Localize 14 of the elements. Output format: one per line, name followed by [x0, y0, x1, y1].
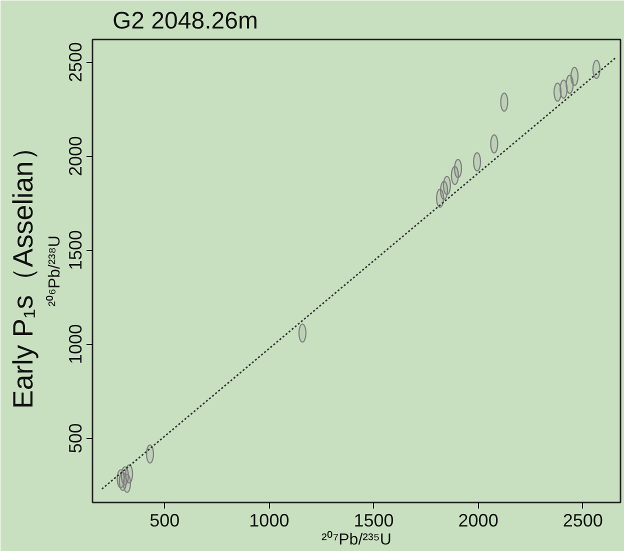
- y-tick-label: 2500: [66, 42, 86, 82]
- x-tick-label: 1500: [354, 510, 394, 530]
- text: Early P₁s（Asselian）: [8, 133, 38, 409]
- x-tick-label: 2500: [562, 510, 603, 530]
- y-tick-label: 1500: [66, 230, 86, 270]
- y-tick-label: 1000: [66, 324, 86, 364]
- chart-title: G2 2048.26m: [112, 8, 258, 34]
- y-tick-label: 500: [66, 423, 86, 454]
- x-tick-label: 1000: [249, 510, 290, 530]
- x-axis-title: ²⁰⁷Pb/²³⁵U: [322, 530, 392, 548]
- y-axis-title: ²⁰⁶Pb/²³⁸U: [46, 236, 64, 306]
- x-tick-label: 2000: [458, 510, 498, 530]
- y-tick-label: 2000: [66, 136, 86, 176]
- x-tick-label: 500: [150, 510, 180, 530]
